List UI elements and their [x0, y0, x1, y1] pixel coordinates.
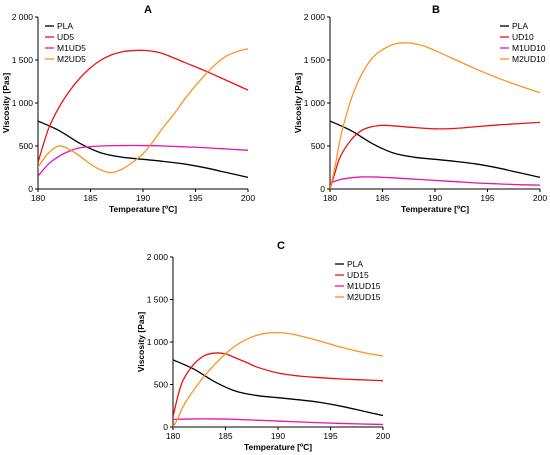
chart-panel-c: C 0 500 1 000 1 500 2 000 180 185 190 195 200 Tempe…: [136, 240, 390, 452]
legend-label: M2UD15: [347, 292, 381, 302]
x-tick-label: 200: [241, 193, 255, 203]
series-line-m1ud15: [173, 418, 384, 426]
x-axis-title: Temperature [ºC]: [401, 204, 469, 214]
legend-label: UD15: [347, 270, 369, 280]
y-tick-label: 1 000: [147, 337, 169, 347]
legend-label: M1UD10: [512, 43, 546, 53]
x-tick-label: 185: [375, 193, 389, 203]
legend-label: M1UD5: [57, 43, 86, 53]
series-lines: [38, 48, 249, 179]
x-tick-label: 185: [83, 193, 97, 203]
y-tick-label: 2 000: [147, 252, 169, 262]
y-tick-label: 500: [154, 380, 168, 390]
x-tick-label: 195: [188, 193, 202, 203]
y-tick-label: 2 000: [304, 12, 326, 22]
y-tick-label: 500: [19, 141, 33, 151]
legend-label: M2UD10: [512, 54, 546, 64]
chart-panel-a: A 0 500 1 000 1 500 2 000 180 185 190 195 200 Tempe…: [1, 4, 255, 214]
chart-panel-b: B 0 500 1 000 1 500 2 000 180 185 190 195 200 Tempe…: [293, 4, 547, 214]
legend-label: PLA: [512, 21, 528, 31]
series-line-ud10: [330, 121, 541, 189]
y-tick-label: 500: [311, 141, 325, 151]
legend-label: M1UD15: [347, 281, 381, 291]
series-line-pla: [330, 120, 541, 179]
y-tick-label: 1 500: [304, 55, 326, 65]
series-line-m2ud10: [330, 42, 541, 189]
x-tick-label: 195: [323, 431, 337, 441]
series-line-pla: [173, 359, 384, 417]
x-tick-label: 180: [31, 193, 45, 203]
x-tick-label: 190: [136, 193, 150, 203]
y-tick-label: 1 500: [147, 295, 169, 305]
y-axis-title: Viscosity [Pas]: [136, 312, 146, 372]
series-line-m2ud5: [38, 48, 249, 174]
y-tick-label: 0: [163, 422, 168, 432]
x-tick-label: 190: [271, 431, 285, 441]
y-tick-label: 2 000: [12, 12, 34, 22]
panel-letter: C: [277, 240, 285, 252]
y-axis-title: Viscosity [Pas]: [1, 73, 11, 133]
legend-label: PLA: [347, 259, 363, 269]
series-line-ud5: [38, 49, 249, 163]
legend-label: PLA: [57, 21, 73, 31]
series-line-m2ud15: [173, 331, 384, 427]
legend-label: UD10: [512, 32, 534, 42]
legend-label: M2UD5: [57, 54, 86, 64]
legend-label: UD5: [57, 32, 74, 42]
x-tick-label: 180: [166, 431, 180, 441]
x-axis-title: Temperature [ºC]: [244, 442, 312, 452]
y-tick-label: 1 500: [12, 55, 34, 65]
x-tick-label: 185: [218, 431, 232, 441]
y-tick-label: 0: [28, 184, 33, 194]
series-lines: [330, 42, 541, 189]
x-tick-label: 200: [376, 431, 390, 441]
panel-letter: A: [144, 4, 152, 16]
y-axis-title: Viscosity [Pas]: [293, 73, 303, 133]
series-line-pla: [38, 120, 249, 179]
y-tick-label: 1 000: [12, 98, 34, 108]
series-line-m1ud5: [38, 144, 249, 177]
panel-letter: B: [432, 4, 440, 16]
x-axis-title: Temperature [ºC]: [109, 204, 177, 214]
x-tick-label: 190: [428, 193, 442, 203]
series-line-ud15: [173, 352, 384, 417]
x-tick-label: 195: [480, 193, 494, 203]
x-tick-label: 180: [323, 193, 337, 203]
series-line-m1ud10: [330, 176, 541, 186]
series-lines: [173, 331, 384, 427]
y-tick-label: 1 000: [304, 98, 326, 108]
x-tick-label: 200: [533, 193, 547, 203]
y-tick-label: 0: [320, 184, 325, 194]
